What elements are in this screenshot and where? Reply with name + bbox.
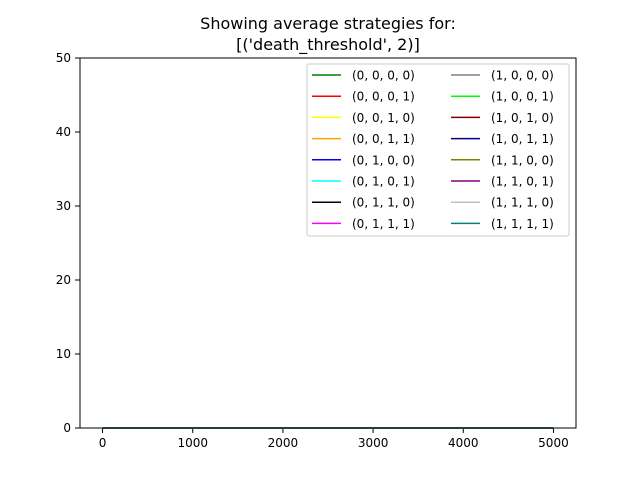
- chart-title-line-2: [('death_threshold', 2)]: [236, 35, 420, 55]
- legend-entry-label: (1, 0, 0, 1): [491, 90, 554, 104]
- y-axis: 0 10 20 30 40 50: [56, 51, 80, 435]
- x-tick-label: 3000: [358, 436, 389, 450]
- legend-entry-label: (0, 1, 0, 0): [352, 153, 415, 167]
- legend-entry-label: (1, 0, 1, 1): [491, 132, 554, 146]
- legend-entry-label: (1, 0, 1, 0): [491, 111, 554, 125]
- legend: (0, 0, 0, 0) (0, 0, 0, 1) (0, 0, 1, 0) (0, …: [306, 63, 570, 237]
- chart-title-line-1: Showing average strategies for:: [200, 14, 456, 33]
- x-tick-label: 2000: [268, 436, 299, 450]
- legend-entry-label: (1, 1, 0, 1): [491, 175, 554, 189]
- x-tick-label: 0: [99, 436, 107, 450]
- y-tick-label: 10: [56, 347, 71, 361]
- legend-entry-label: (1, 1, 1, 0): [491, 196, 554, 210]
- legend-box: [306, 63, 570, 237]
- legend-entry-label: (0, 0, 0, 0): [352, 69, 415, 83]
- legend-entry-label: (0, 0, 0, 1): [352, 90, 415, 104]
- legend-entry-label: (1, 1, 1, 1): [491, 217, 554, 231]
- legend-entry-label: (0, 1, 1, 1): [352, 217, 415, 231]
- legend-entry-label: (1, 0, 0, 0): [491, 69, 554, 83]
- y-tick-label: 40: [56, 125, 71, 139]
- y-tick-label: 0: [63, 421, 71, 435]
- x-tick-label: 4000: [448, 436, 479, 450]
- x-tick-label: 5000: [538, 436, 569, 450]
- legend-entry-label: (0, 1, 1, 0): [352, 196, 415, 210]
- x-tick-label: 1000: [177, 436, 208, 450]
- legend-entry-label: (0, 1, 0, 1): [352, 175, 415, 189]
- x-axis: 0 1000 2000 3000 4000 5000: [99, 428, 569, 450]
- legend-entry-label: (0, 0, 1, 0): [352, 111, 415, 125]
- y-tick-label: 30: [56, 199, 71, 213]
- legend-entry-label: (0, 0, 1, 1): [352, 132, 415, 146]
- y-tick-label: 20: [56, 273, 71, 287]
- legend-entry-label: (1, 1, 0, 0): [491, 153, 554, 167]
- y-tick-label: 50: [56, 51, 71, 65]
- axes-frame: [79, 57, 577, 429]
